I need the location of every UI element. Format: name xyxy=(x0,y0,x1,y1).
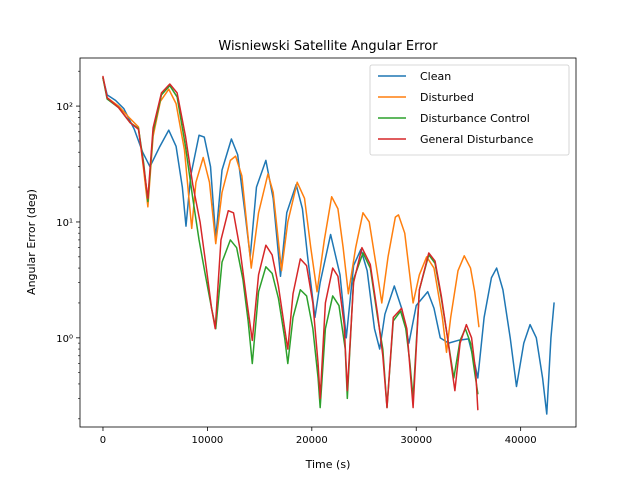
y-axis: 10⁰ 10¹ 10² xyxy=(56,70,80,420)
series-line-3 xyxy=(102,75,479,411)
legend: Clean Disturbed Disturbance Control General… xyxy=(369,64,570,156)
y-tick-label: 10² xyxy=(56,102,73,113)
x-tick-label: 20000 xyxy=(296,435,328,446)
series-layer xyxy=(102,75,555,415)
y-tick-label: 10⁰ xyxy=(56,334,73,345)
x-tick-label: 0 xyxy=(100,435,106,446)
plot-frame xyxy=(79,57,577,428)
legend-label-2: Disturbance Control xyxy=(420,112,530,125)
x-tick-label: 40000 xyxy=(505,435,537,446)
legend-label-0: Clean xyxy=(420,70,451,83)
y-tick-label: 10¹ xyxy=(56,218,73,229)
legend-box xyxy=(369,64,570,156)
x-axis-label: Time (s) xyxy=(305,458,351,471)
legend-label-3: General Disturbance xyxy=(420,133,534,146)
y-axis-label: Angular Error (deg) xyxy=(25,189,38,295)
series-line-1 xyxy=(102,77,480,354)
x-tick-label: 30000 xyxy=(400,435,432,446)
chart-title: Wisniewski Satellite Angular Error xyxy=(218,39,438,54)
x-axis: 0 10000 20000 30000 40000 xyxy=(100,427,537,446)
x-tick-label: 10000 xyxy=(191,435,223,446)
series-line-0 xyxy=(102,77,555,415)
legend-label-1: Disturbed xyxy=(420,91,474,104)
